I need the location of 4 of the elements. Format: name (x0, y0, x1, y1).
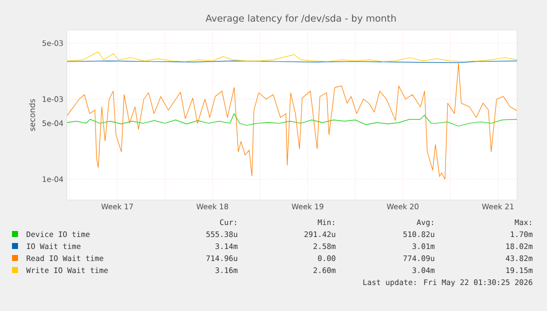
line-series (67, 52, 518, 62)
line-series (67, 63, 518, 180)
line-series (67, 113, 518, 126)
chart-title: Average latency for /dev/sda - by month (206, 14, 396, 24)
